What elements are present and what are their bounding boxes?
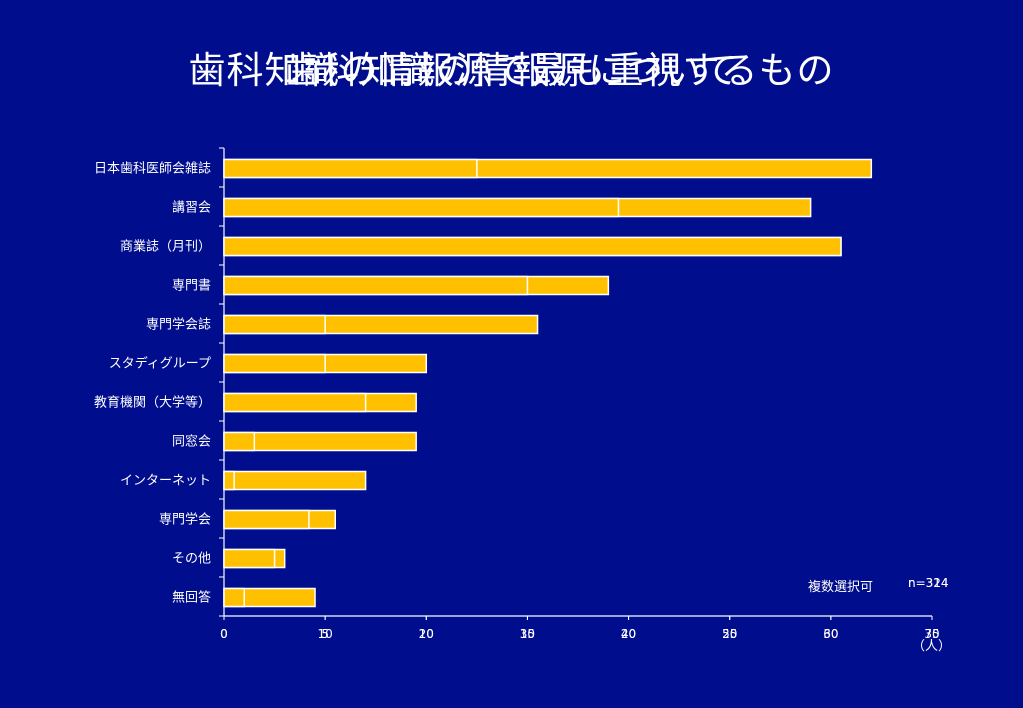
category-label-2: 商業誌（月刊） xyxy=(120,239,211,255)
category-label-0: 日本歯科医師会雑誌 xyxy=(94,161,211,177)
category-label-8: インターネット xyxy=(120,474,211,489)
x-tick-label-b-4: 40 xyxy=(621,627,636,641)
category-label-11: 無回答 xyxy=(172,590,211,606)
x-tick-label-a-0: 0 xyxy=(220,627,228,641)
x-tick-label-a-4: 20 xyxy=(621,627,636,641)
bar-a-6 xyxy=(223,392,367,413)
bar-a-5 xyxy=(223,353,326,374)
bar-a-11 xyxy=(223,587,245,608)
category-label-4: 専門学会誌 xyxy=(146,317,211,333)
bar-a-10 xyxy=(223,548,276,569)
category-label-9: 専門学会 xyxy=(159,512,211,528)
x-tick-label-b-5: 50 xyxy=(722,627,737,641)
sample-size-b: n=314 xyxy=(908,576,949,590)
x-tick-label-a-2: 10 xyxy=(419,627,434,641)
multiple-choice-note: 複数選択可 xyxy=(808,580,874,595)
bar-a-1 xyxy=(223,197,620,218)
bar-a-0 xyxy=(223,158,478,179)
bar-a-2 xyxy=(223,236,842,257)
chart-title-b: 歯科知識の情報源で最も重視するもの xyxy=(188,49,835,92)
x-tick-label-b-2: 20 xyxy=(419,627,434,641)
x-tick-label-b-3: 30 xyxy=(520,627,535,641)
x-tick-label-b-1: 10 xyxy=(318,627,333,641)
chart-title-a: 歯科知識の情報源について xyxy=(284,49,739,92)
x-tick-label-a-1: 5 xyxy=(321,627,329,641)
bar-b-8 xyxy=(223,470,367,491)
x-tick-label-b-0: 0 xyxy=(220,627,228,641)
category-label-10: その他 xyxy=(172,552,211,567)
x-tick-label-b-7: 70 xyxy=(924,627,939,641)
x-tick-label-a-6: 30 xyxy=(823,627,838,641)
x-tick-label-a-3: 15 xyxy=(520,627,535,641)
bar-a-3 xyxy=(223,275,529,296)
axis-unit-label: （人） xyxy=(912,639,952,654)
category-label-3: 専門書 xyxy=(172,279,211,294)
category-label-7: 同窓会 xyxy=(172,434,211,450)
bar-a-4 xyxy=(223,314,326,335)
category-label-1: 講習会 xyxy=(172,200,211,216)
sample-size-a: n=324 xyxy=(908,576,949,590)
x-tick-label-a-5: 25 xyxy=(722,627,737,641)
x-tick-label-b-6: 60 xyxy=(823,627,838,641)
bar-a-7 xyxy=(223,431,256,452)
bar-a-8 xyxy=(223,470,235,491)
category-label-5: スタディグループ xyxy=(109,356,211,372)
x-tick-label-a-7: 35 xyxy=(924,627,939,641)
bar-a-9 xyxy=(223,509,310,530)
category-label-6: 教育機関（大学等） xyxy=(94,395,211,411)
